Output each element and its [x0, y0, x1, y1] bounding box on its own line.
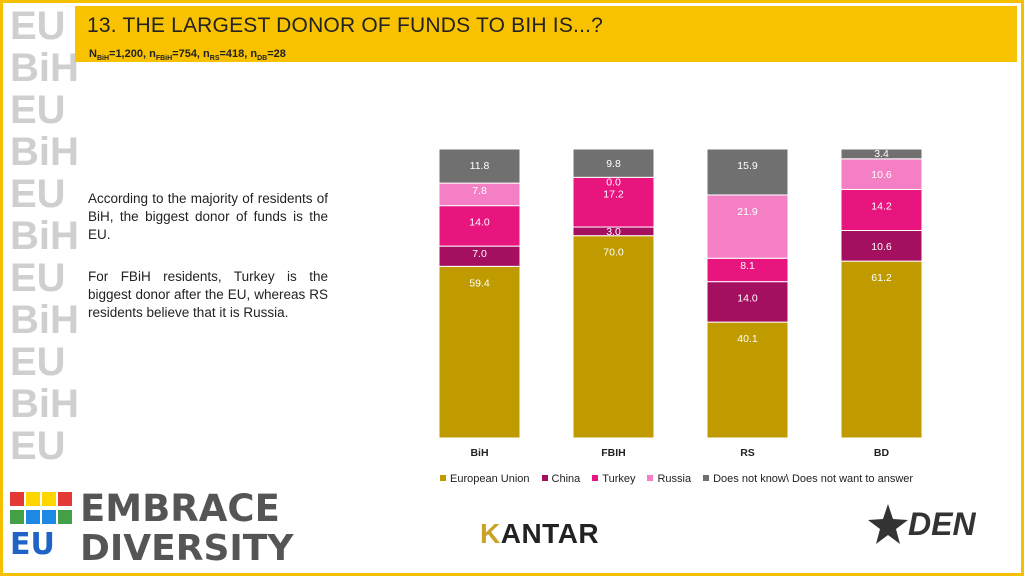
data-label: 10.6 — [871, 241, 892, 253]
kantar-logo: KANTAR — [480, 518, 600, 549]
data-label: 3.0 — [606, 226, 621, 238]
legend-swatch — [541, 475, 548, 481]
bar-segment — [706, 321, 789, 439]
data-label: 11.8 — [470, 160, 490, 172]
legend-item: China — [541, 473, 581, 485]
embrace-text: EMBRACE — [80, 487, 280, 530]
data-label: 17.2 — [603, 188, 624, 200]
legend-swatch — [647, 475, 654, 481]
legend-swatch — [440, 475, 446, 481]
legend-label: Turkey — [602, 473, 636, 485]
bar-segment — [438, 205, 521, 247]
data-label: 7.0 — [472, 248, 487, 260]
data-label: 14.2 — [871, 200, 892, 212]
den-star-icon — [868, 504, 908, 544]
bar-segment — [572, 176, 655, 228]
bar-segment — [572, 235, 655, 439]
den-logo: DEN — [868, 500, 988, 552]
legend-label: Russia — [657, 473, 692, 485]
summary-paragraph-2: For FBiH residents, Turkey is the bigges… — [88, 269, 328, 320]
bar-segment — [840, 229, 923, 262]
data-label: 0.0 — [606, 176, 621, 188]
slide-header: 13. THE LARGEST DONOR OF FUNDS TO BIH IS… — [75, 6, 1017, 62]
eu-logo-text: EU — [10, 527, 55, 562]
legend-item: European Union — [440, 473, 530, 485]
legend-item: Turkey — [592, 473, 635, 485]
legend-label: China — [551, 473, 581, 485]
data-label: 14.0 — [737, 293, 758, 305]
category-label: FBIH — [601, 447, 626, 459]
data-label: 9.8 — [606, 158, 621, 170]
summary-paragraph-1: According to the majority of residents o… — [88, 191, 328, 242]
bar-segment — [438, 265, 521, 439]
data-label: 7.8 — [472, 185, 487, 197]
embrace-diversity-logo: EU EMBRACE DIVERSITY — [8, 486, 293, 570]
data-label: 3.4 — [874, 148, 889, 160]
bar-segment — [706, 194, 789, 259]
category-label: BiH — [470, 447, 488, 459]
bar-segment — [572, 148, 655, 178]
den-logo-text: DEN — [908, 506, 976, 542]
diversity-text: DIVERSITY — [80, 528, 294, 569]
data-label: 8.1 — [740, 260, 755, 272]
sample-size: NBiH=1,200, nFBiH=754, nRS=418, nDB=28 — [89, 48, 286, 63]
legend-label: European Union — [450, 473, 530, 485]
data-label: 40.1 — [737, 333, 758, 345]
data-label: 15.9 — [737, 160, 758, 172]
data-label: 14.0 — [469, 217, 490, 229]
bar-segment — [840, 148, 923, 160]
data-label: 59.4 — [469, 277, 490, 289]
data-label: 21.9 — [737, 206, 758, 218]
legend-item: Does not know\ Does not want to answer — [703, 473, 913, 485]
category-label: BD — [874, 447, 890, 459]
bar-segment — [840, 188, 923, 231]
bar-segment — [840, 260, 923, 439]
slide-title: 13. THE LARGEST DONOR OF FUNDS TO BIH IS… — [87, 14, 604, 37]
legend-item: Russia — [647, 473, 691, 485]
data-label: 10.6 — [871, 169, 892, 181]
data-label: 61.2 — [871, 272, 892, 284]
chart-legend: European Union China Turkey Russia Does not … — [440, 473, 925, 485]
bar-segment — [706, 148, 789, 196]
bih-eu-side-pattern: EU BiH EU BiH EU BiH EU BiH EU BiH EU — [10, 4, 79, 468]
legend-label: Does not know\ Does not want to answer — [713, 473, 914, 485]
bar-segment — [438, 148, 521, 184]
bar-segment — [706, 281, 789, 323]
category-label: RS — [740, 447, 755, 459]
data-label: 70.0 — [603, 247, 624, 259]
legend-swatch — [592, 475, 599, 481]
legend-swatch — [703, 475, 710, 481]
